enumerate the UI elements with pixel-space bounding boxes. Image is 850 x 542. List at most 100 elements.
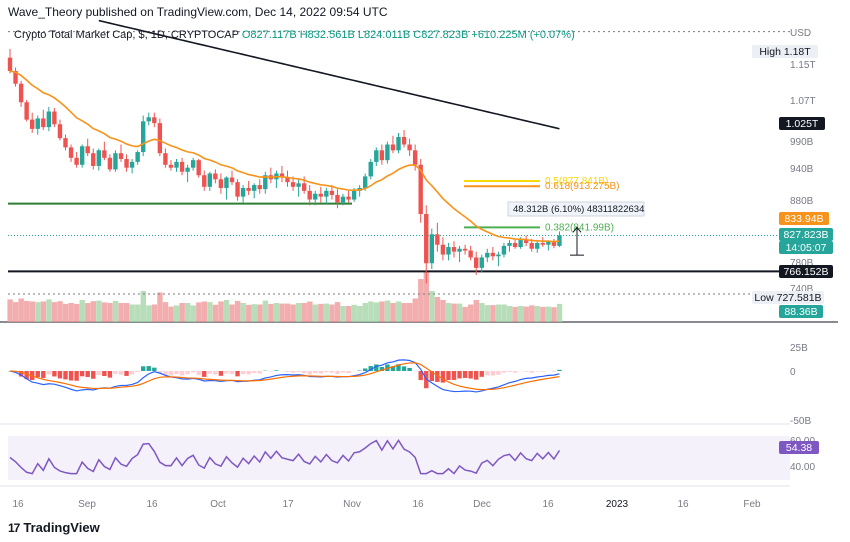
candle-body [490, 252, 496, 257]
macd-histogram-bar [229, 371, 235, 374]
volume-bar [284, 303, 291, 322]
volume-bar [357, 306, 363, 322]
volume-bar [201, 301, 208, 322]
volume-bar [35, 302, 41, 322]
candle-body [446, 247, 451, 255]
candle-body [30, 119, 35, 129]
candle-body [451, 247, 457, 252]
macd-histogram-bar [68, 371, 74, 381]
macd-axis-label: 25B [790, 343, 808, 354]
macd-histogram-bar [91, 371, 96, 379]
macd-histogram-bar [340, 371, 346, 373]
macd-histogram-bar [124, 371, 129, 376]
symbol-legend: Crypto Total Market Cap, $, 1D, CRYPTOCA… [14, 29, 575, 41]
macd-histogram-bar [79, 371, 85, 377]
volume-bar [12, 302, 19, 322]
volume-bar [529, 305, 535, 322]
macd-histogram-bar [157, 371, 163, 374]
volume-bar [162, 302, 169, 322]
volume-bar [74, 303, 80, 322]
volume-bar [240, 303, 246, 322]
volume-bar [384, 300, 391, 322]
candle-body [435, 234, 440, 245]
volume-bar [168, 306, 174, 322]
macd-histogram-bar [296, 371, 301, 372]
candle-body [52, 111, 57, 125]
volume-bar [462, 306, 468, 322]
volume-bar [534, 306, 541, 322]
candle-body [135, 152, 140, 162]
macd-histogram-bar [313, 371, 318, 374]
macd-histogram-bar [185, 371, 190, 375]
time-axis-label: 16 [677, 499, 689, 510]
tradingview-logo-icon: 17 [8, 520, 20, 535]
volume-bar [334, 302, 341, 322]
volume-bar [445, 303, 452, 322]
volume-bar [323, 303, 330, 322]
candle-body [185, 167, 190, 172]
candle-body [329, 190, 335, 195]
candle-body [512, 242, 518, 248]
volume-bar [340, 306, 346, 322]
fib-level-label: 0.618(913.275B) [545, 181, 620, 192]
tradingview-brand[interactable]: 17 TradingView [8, 520, 100, 535]
volume-bar [112, 300, 119, 322]
macd-histogram-bar [207, 371, 212, 374]
volume-bar [140, 291, 146, 322]
macd-histogram-bar [490, 371, 496, 376]
volume-bar [379, 301, 385, 322]
published-header: Wave_Theory published on TradingView.com… [8, 5, 388, 19]
candle-body [7, 57, 13, 71]
macd-histogram-bar [24, 371, 29, 380]
candle-body [174, 161, 179, 168]
sma-line [98, 19, 560, 130]
macd-histogram-bar [318, 371, 323, 374]
macd-axis-label: 0 [790, 367, 796, 378]
volume-bar [262, 300, 269, 322]
symbol-name: Crypto Total Market Cap, $, 1D, CRYPTOCA… [14, 29, 239, 41]
macd-histogram-bar [374, 364, 379, 371]
macd-histogram-bar [335, 371, 340, 374]
candle-body [540, 242, 545, 245]
candle-body [535, 242, 540, 249]
macd-histogram-bar [146, 366, 151, 371]
volume-bar [257, 304, 263, 322]
macd-histogram-bar [418, 371, 423, 381]
candle-body [213, 173, 218, 180]
macd-histogram-bar [57, 371, 63, 379]
price-axis-label: USD [790, 28, 811, 39]
macd-histogram-bar [213, 371, 218, 375]
candle-body [518, 240, 523, 248]
price-axis-label: 880B [790, 196, 814, 207]
macd-histogram-bar [196, 371, 201, 376]
time-axis-label: Oct [210, 499, 226, 510]
candles [7, 48, 562, 284]
macd-histogram-bar [190, 371, 196, 373]
macd-histogram-bar [257, 371, 262, 374]
volume-bar [368, 301, 374, 322]
macd-histogram-bar [479, 371, 484, 377]
candle-body [318, 193, 323, 197]
signal-line [9, 362, 560, 391]
macd-histogram-bar [74, 371, 79, 381]
macd-histogram-bar [18, 371, 24, 377]
macd-histogram-bar [324, 371, 329, 373]
volume-bar [523, 306, 529, 322]
volume-bar [279, 303, 285, 322]
volume-bar [501, 304, 507, 322]
price-axis-label: 990B [790, 137, 814, 148]
time-axis-label: 16 [12, 499, 24, 510]
macd-histogram-bar [401, 366, 407, 371]
candle-body [263, 175, 268, 190]
volume-bar [451, 303, 457, 322]
macd-histogram-bar [107, 371, 113, 378]
volume-bar [123, 303, 130, 322]
volume-bar [551, 307, 557, 322]
time-axis-label: 17 [282, 499, 294, 510]
price-axis-label: 1.15T [790, 60, 816, 71]
low-tag-bg [752, 291, 824, 304]
macd-histogram-bar [540, 371, 545, 372]
price-axis-label: 780B [790, 258, 814, 269]
time-axis-label: 16 [542, 499, 554, 510]
time-axis-label: Nov [343, 499, 361, 510]
